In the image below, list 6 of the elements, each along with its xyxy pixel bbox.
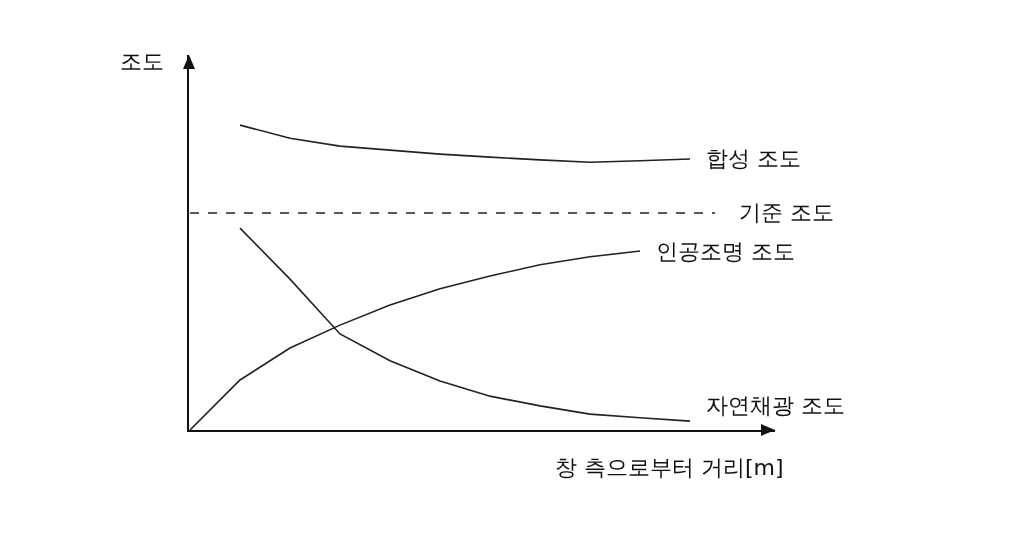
series-label: 합성 조도 [706, 146, 801, 171]
ref-line-label: 기준 조도 [739, 200, 834, 225]
x-axis-title: 창 측으로부터 거리[m] [555, 455, 784, 480]
y-axis-title: 조도 [120, 49, 164, 74]
series-label: 자연채광 조도 [706, 393, 845, 418]
series-label: 인공조명 조도 [656, 239, 795, 264]
